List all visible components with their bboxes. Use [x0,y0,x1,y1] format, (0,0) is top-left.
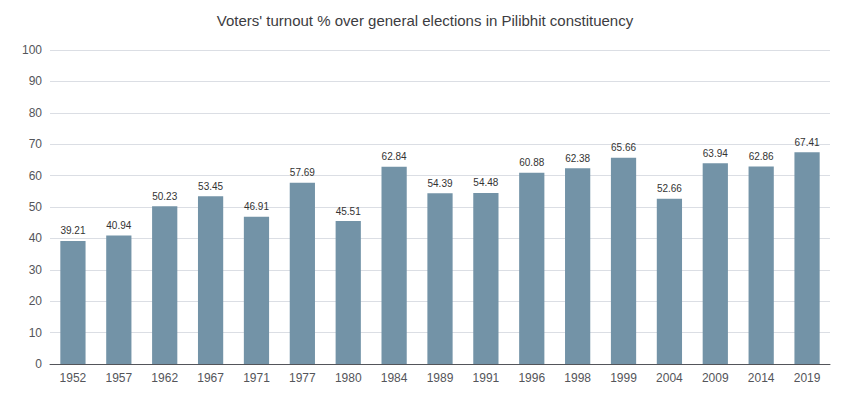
svg-text:30: 30 [29,263,43,277]
svg-text:52.66: 52.66 [657,183,682,194]
svg-text:1984: 1984 [381,371,408,385]
svg-text:100: 100 [22,43,42,57]
svg-text:1967: 1967 [197,371,224,385]
svg-text:50.23: 50.23 [152,191,177,202]
svg-text:53.45: 53.45 [198,181,223,192]
svg-text:1999: 1999 [610,371,637,385]
svg-text:90: 90 [29,74,43,88]
svg-text:1996: 1996 [518,371,545,385]
svg-text:40.94: 40.94 [106,220,131,231]
svg-text:0: 0 [35,357,42,371]
svg-text:40: 40 [29,231,43,245]
svg-text:1962: 1962 [151,371,178,385]
svg-text:57.69: 57.69 [290,167,315,178]
svg-text:39.21: 39.21 [60,225,85,236]
svg-text:62.86: 62.86 [749,151,774,162]
svg-text:62.84: 62.84 [382,151,407,162]
svg-text:60.88: 60.88 [519,157,544,168]
svg-text:1952: 1952 [60,371,87,385]
svg-text:1971: 1971 [243,371,270,385]
svg-text:80: 80 [29,106,43,120]
svg-text:62.38: 62.38 [565,153,590,164]
svg-text:20: 20 [29,294,43,308]
svg-text:1977: 1977 [289,371,316,385]
svg-text:1989: 1989 [427,371,454,385]
svg-text:Voters' turnout % over general: Voters' turnout % over general elections… [217,12,634,29]
svg-text:10: 10 [29,326,43,340]
svg-text:2019: 2019 [794,371,821,385]
svg-text:45.51: 45.51 [336,206,361,217]
svg-text:63.94: 63.94 [703,148,728,159]
svg-text:60: 60 [29,169,43,183]
svg-text:2009: 2009 [702,371,729,385]
svg-text:1980: 1980 [335,371,362,385]
svg-text:70: 70 [29,137,43,151]
svg-text:2004: 2004 [656,371,683,385]
svg-text:1991: 1991 [473,371,500,385]
svg-text:54.39: 54.39 [427,178,452,189]
svg-text:65.66: 65.66 [611,142,636,153]
svg-text:54.48: 54.48 [473,177,498,188]
svg-text:46.91: 46.91 [244,201,269,212]
svg-text:50: 50 [29,200,43,214]
svg-text:67.41: 67.41 [795,137,820,148]
svg-text:1998: 1998 [564,371,591,385]
svg-text:2014: 2014 [748,371,775,385]
svg-text:1957: 1957 [105,371,132,385]
